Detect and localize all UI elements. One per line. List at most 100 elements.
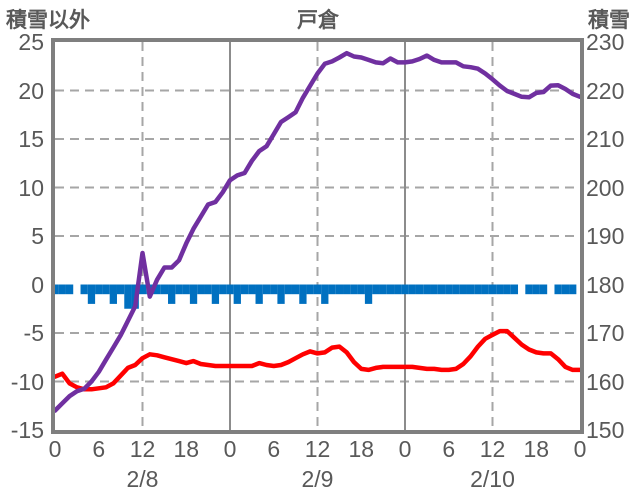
precipitation-bar <box>313 284 322 295</box>
precipitation-bar <box>189 284 198 304</box>
precipitation-bar <box>270 284 278 295</box>
precipitation-bar <box>350 284 358 295</box>
red-line <box>55 328 580 392</box>
left-axis-tick-label: 20 <box>18 77 44 104</box>
left-axis-tick-label: -5 <box>23 320 44 346</box>
precipitation-bar <box>306 284 314 295</box>
precipitation-bar <box>510 284 519 295</box>
precipitation-bar <box>415 284 424 295</box>
x-axis-tick-label: 0 <box>573 436 587 462</box>
precipitation-bar <box>248 284 256 295</box>
precipitation-bar <box>364 284 373 304</box>
precipitation-bar <box>372 284 380 295</box>
precipitation-bar <box>226 284 234 295</box>
precipitation-bar <box>357 284 365 295</box>
precipitation-bar <box>452 284 460 295</box>
left-axis-tick-label: 15 <box>18 126 44 152</box>
precipitation-bar <box>401 284 409 295</box>
right-axis-tick-label: 210 <box>586 126 625 152</box>
precipitation-bar <box>569 284 577 295</box>
precipitation-bar <box>430 284 438 295</box>
precipitation-bar <box>197 284 205 295</box>
plot-canvas <box>55 42 580 430</box>
precipitation-bar <box>539 284 548 295</box>
x-axis-tick-label: 12 <box>479 436 506 462</box>
precipitation-bar <box>437 284 446 295</box>
precipitation-bar <box>561 284 570 295</box>
precipitation-bar <box>175 284 183 295</box>
right-axis-title: 積雪 <box>588 9 630 32</box>
x-axis-date-label: 2/9 <box>301 466 334 492</box>
precipitation-bar <box>474 284 482 295</box>
precipitation-bar <box>335 284 344 295</box>
precipitation-bar <box>182 284 190 295</box>
precipitation-bar <box>459 284 467 295</box>
precipitation-bar <box>423 284 431 295</box>
precipitation-bar <box>328 284 336 295</box>
precipitation-bar <box>496 284 504 295</box>
precipitation-bar <box>87 284 96 304</box>
x-axis-date-label: 2/10 <box>470 466 515 492</box>
left-axis-tick-label: -15 <box>10 417 44 443</box>
plot-area <box>51 38 584 434</box>
x-axis-tick-label: 0 <box>398 436 412 462</box>
precipitation-bar <box>525 284 533 295</box>
x-axis-tick-label: 6 <box>92 436 106 462</box>
right-axis-tick-label: 220 <box>586 77 625 104</box>
precipitation-bar <box>379 284 387 295</box>
precipitation-bar <box>211 284 220 304</box>
left-axis-tick-label: -10 <box>10 368 44 395</box>
precipitation-bar <box>102 284 110 295</box>
precipitation-bar <box>554 284 562 295</box>
precipitation-bar <box>255 284 263 304</box>
precipitation-bar <box>80 284 88 295</box>
precipitation-bar <box>262 284 271 295</box>
right-axis-tick-label: 180 <box>586 271 625 298</box>
precipitation-bar <box>138 284 147 295</box>
precipitation-bar <box>445 284 453 295</box>
precipitation-bar <box>321 284 329 304</box>
precipitation-bar <box>160 284 169 295</box>
x-axis-tick-label: 18 <box>173 436 200 462</box>
left-axis-tick-label: 25 <box>18 29 44 55</box>
precipitation-bar <box>386 284 395 295</box>
precipitation-bar <box>95 284 103 295</box>
x-axis-date-label: 2/8 <box>126 466 159 492</box>
precipitation-bar <box>219 284 227 295</box>
precipitation-bar <box>240 284 249 295</box>
x-axis-tick-label: 18 <box>348 436 375 462</box>
precipitation-bar <box>204 284 212 295</box>
right-axis-tick-label: 170 <box>586 320 625 346</box>
precipitation-bar <box>124 284 132 309</box>
precipitation-bar <box>58 284 66 295</box>
precipitation-bar <box>408 284 416 295</box>
precipitation-bar <box>394 284 402 295</box>
precipitation-bar <box>109 284 117 304</box>
left-axis-title: 積雪以外 <box>6 9 90 32</box>
x-axis-tick-label: 12 <box>129 436 156 462</box>
x-axis-tick-label: 0 <box>48 436 62 462</box>
left-axis-tick-label: 0 <box>31 271 44 298</box>
precipitation-bar <box>291 284 300 295</box>
x-axis-tick-label: 12 <box>304 436 331 462</box>
right-axis-tick-label: 200 <box>586 174 625 201</box>
precipitation-bar <box>299 284 307 304</box>
precipitation-bar <box>277 284 285 304</box>
right-axis-tick-label: 160 <box>586 368 625 395</box>
right-axis-tick-label: 190 <box>586 223 625 249</box>
precipitation-bar <box>532 284 540 295</box>
precipitation-bar <box>503 284 511 295</box>
precipitation-bar <box>488 284 497 295</box>
chart-title: 戸倉 <box>297 9 339 32</box>
right-axis-tick-label: 150 <box>586 417 625 443</box>
x-axis-tick-label: 0 <box>223 436 237 462</box>
x-axis-tick-label: 18 <box>523 436 550 462</box>
x-axis-tick-label: 6 <box>267 436 281 462</box>
precipitation-bar <box>284 284 292 295</box>
precipitation-bar <box>65 284 74 295</box>
precipitation-bar <box>55 284 59 295</box>
precipitation-bar <box>233 284 241 304</box>
left-axis-tick-label: 10 <box>18 174 44 201</box>
x-axis-tick-label: 6 <box>442 436 456 462</box>
